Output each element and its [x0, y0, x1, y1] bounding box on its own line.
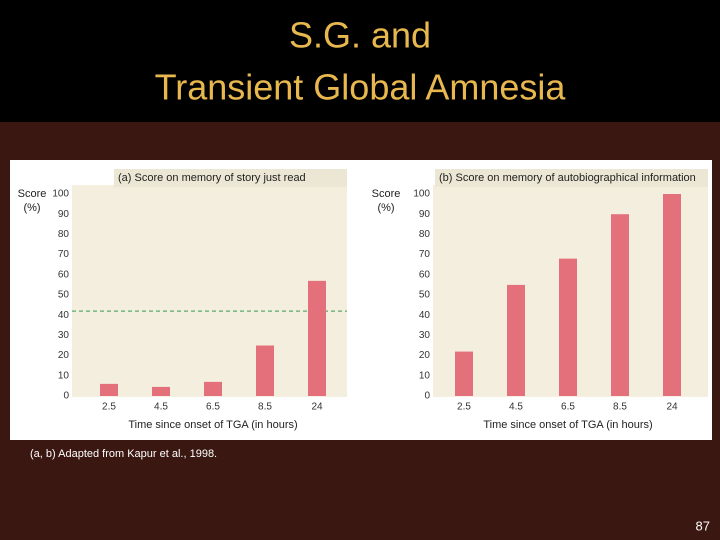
y-tick-label: 30	[419, 330, 431, 341]
y-tick-label: 10	[419, 370, 431, 381]
chart-title: (b) Score on memory of autobiographical …	[439, 172, 696, 184]
bar	[455, 351, 473, 396]
x-tick-label: 6.5	[206, 402, 220, 413]
bar	[507, 284, 525, 396]
y-tick-label: 60	[419, 269, 431, 280]
bar	[256, 345, 274, 396]
bar	[559, 258, 577, 396]
plot-area	[72, 185, 347, 397]
y-axis-label: Score	[372, 188, 401, 200]
y-axis-label: (%)	[377, 202, 394, 214]
y-tick-label: 70	[58, 249, 70, 260]
y-tick-label: 90	[58, 209, 70, 220]
x-tick-label: 4.5	[509, 402, 523, 413]
bar	[611, 214, 629, 396]
y-tick-label: 30	[58, 330, 70, 341]
y-tick-label: 80	[58, 229, 70, 240]
bar	[663, 194, 681, 396]
page-number: 87	[696, 518, 710, 533]
y-tick-label: 10	[58, 370, 70, 381]
title-band	[0, 0, 720, 122]
y-tick-label: 0	[424, 391, 430, 402]
bar	[100, 383, 118, 396]
y-tick-label: 90	[419, 209, 431, 220]
x-axis-label: Time since onset of TGA (in hours)	[128, 419, 297, 431]
x-axis-label: Time since onset of TGA (in hours)	[483, 419, 652, 431]
caption: (a, b) Adapted from Kapur et al., 1998.	[30, 448, 217, 460]
x-tick-label: 24	[311, 402, 323, 413]
bar	[308, 280, 326, 396]
y-tick-label: 20	[419, 350, 431, 361]
chart-title-box	[114, 169, 347, 187]
y-axis-label: Score	[18, 188, 47, 200]
x-tick-label: 2.5	[102, 402, 116, 413]
y-tick-label: 40	[419, 310, 431, 321]
y-tick-label: 80	[419, 229, 431, 240]
x-tick-label: 6.5	[561, 402, 575, 413]
y-tick-label: 50	[58, 290, 70, 301]
y-tick-label: 100	[413, 189, 430, 200]
y-axis-label: (%)	[23, 202, 40, 214]
y-tick-label: 70	[419, 249, 431, 260]
slide-title: Transient Global Amnesia	[155, 67, 567, 108]
slide-title: S.G. and	[289, 15, 431, 56]
x-tick-label: 4.5	[154, 402, 168, 413]
x-tick-label: 24	[666, 402, 678, 413]
chart-title-box	[435, 169, 708, 187]
x-tick-label: 8.5	[258, 402, 272, 413]
y-tick-label: 0	[63, 391, 69, 402]
bar	[204, 381, 222, 396]
chart-title: (a) Score on memory of story just read	[118, 172, 306, 184]
y-tick-label: 20	[58, 350, 70, 361]
y-tick-label: 100	[52, 189, 69, 200]
y-tick-label: 50	[419, 290, 431, 301]
y-tick-label: 60	[58, 269, 70, 280]
x-tick-label: 2.5	[457, 402, 471, 413]
y-tick-label: 40	[58, 310, 70, 321]
x-tick-label: 8.5	[613, 402, 627, 413]
bar	[152, 386, 170, 396]
